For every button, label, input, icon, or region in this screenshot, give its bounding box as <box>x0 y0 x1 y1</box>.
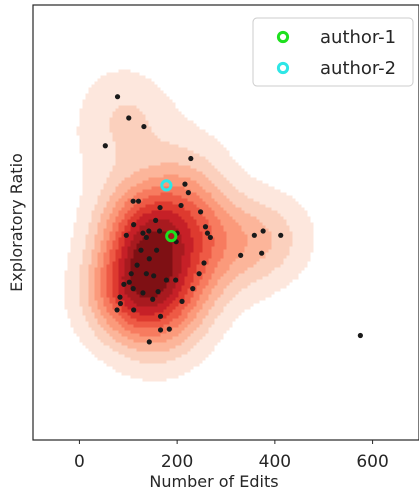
data-point <box>188 155 194 162</box>
points-layer <box>102 94 363 345</box>
data-point <box>157 327 164 333</box>
data-point <box>178 202 184 209</box>
x-axis-label: Number of Edits <box>149 472 278 491</box>
density-layer <box>64 69 314 382</box>
legend-label-author-2: author-2 <box>320 58 396 79</box>
data-point <box>157 313 164 319</box>
legend-marker-author-1 <box>276 30 290 44</box>
data-point <box>204 230 211 236</box>
data-point <box>123 232 129 238</box>
data-point <box>114 94 121 100</box>
data-point <box>128 271 134 277</box>
data-point <box>140 290 146 296</box>
data-point <box>156 228 163 234</box>
data-point <box>135 198 142 204</box>
data-point <box>138 247 144 253</box>
data-point <box>151 273 157 279</box>
data-point <box>150 296 156 302</box>
x-tick-label: 200 <box>161 452 193 472</box>
data-point <box>131 307 137 313</box>
data-point <box>278 232 284 238</box>
data-point <box>202 224 209 230</box>
data-point <box>260 228 266 234</box>
data-point <box>173 277 179 283</box>
data-point <box>197 209 204 215</box>
data-point <box>163 277 169 283</box>
data-point <box>130 286 136 292</box>
legend-label-author-1: author-1 <box>320 27 396 48</box>
data-point <box>154 247 160 253</box>
legend: author-1 author-2 <box>252 17 414 87</box>
x-ticks: 0 200 400 600 <box>74 440 389 472</box>
plot-frame <box>32 4 419 441</box>
data-point <box>259 250 265 256</box>
data-point <box>157 204 163 211</box>
data-point <box>357 332 363 339</box>
data-point <box>153 217 159 223</box>
data-point <box>146 228 152 234</box>
data-point <box>143 271 149 277</box>
x-tick-label: 400 <box>259 452 291 472</box>
data-point <box>166 326 172 332</box>
data-point <box>140 230 146 236</box>
data-point <box>117 300 124 307</box>
data-point <box>141 123 147 130</box>
data-point <box>143 234 149 241</box>
x-tick-label: 0 <box>74 452 85 472</box>
data-point <box>114 307 120 313</box>
data-point <box>182 181 188 187</box>
series-point-author-1 <box>165 230 178 243</box>
legend-box <box>252 17 414 87</box>
data-point <box>146 256 152 262</box>
data-point <box>121 281 127 287</box>
data-point <box>102 143 108 149</box>
data-point <box>134 262 140 268</box>
legend-marker-author-2 <box>276 61 290 75</box>
data-point <box>190 286 196 292</box>
y-axis-label: Exploratory Ratio <box>7 153 26 292</box>
data-point <box>155 288 161 295</box>
data-point <box>238 252 244 258</box>
data-point <box>251 232 257 238</box>
series-layer <box>160 179 178 243</box>
data-point <box>201 260 207 266</box>
data-point <box>130 198 136 204</box>
data-point <box>117 294 123 300</box>
data-point <box>207 234 213 241</box>
data-point <box>196 271 202 277</box>
data-point <box>131 222 137 228</box>
data-point <box>146 339 152 345</box>
series-point-author-2 <box>160 179 173 192</box>
data-point <box>126 279 132 285</box>
data-point <box>185 190 191 196</box>
data-point <box>126 115 132 121</box>
data-point <box>179 298 185 304</box>
x-tick-label: 600 <box>356 452 388 472</box>
